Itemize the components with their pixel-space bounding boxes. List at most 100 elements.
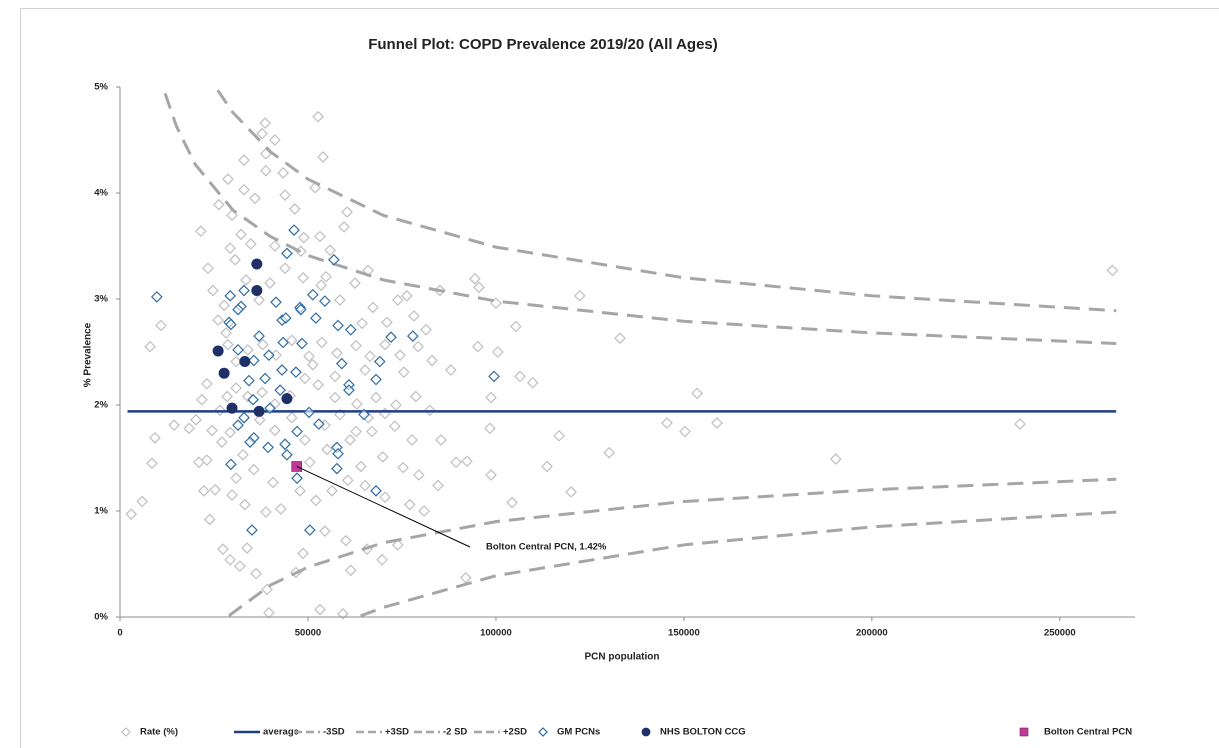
diamond-marker [168,419,180,431]
diamond-marker [350,339,362,352]
diamond-marker [200,377,213,390]
diamond-marker [356,317,368,330]
diamond-marker [224,289,236,302]
diamond-marker [121,727,131,737]
diamond-marker [376,451,389,463]
diamond-marker [366,425,378,438]
control-limit-line [216,89,1117,313]
diamond-marker [565,486,577,498]
diamond-marker [230,382,243,394]
diamond-marker [332,319,344,332]
diamond-marker [146,457,158,470]
diamond-marker [274,384,286,397]
diamond-marker [1106,264,1119,277]
diamond-marker [364,350,376,363]
diamond-marker [202,262,214,275]
diamond-marker [1014,418,1026,430]
diamond-marker [218,299,230,312]
diamond-marker [450,456,462,469]
diamond-marker [285,411,298,424]
diamond-marker [264,277,276,289]
diamond-marker [253,413,266,426]
x-tick-label: 100000 [480,628,512,639]
diamond-marker [331,347,343,359]
diamond-marker [243,374,255,387]
diamond-marker [256,127,268,140]
diamond-marker [232,344,244,356]
y-tick-label: 3% [94,294,108,305]
diamond-marker [316,336,328,349]
diamond-marker [288,203,301,215]
legend-label: Rate (%) [140,727,178,738]
diamond-marker [309,181,321,194]
legend-label: average [263,727,299,738]
diamond-marker [397,461,409,474]
diamond-marker [461,455,473,468]
diamond-marker [328,253,340,266]
diamond-marker [246,524,258,536]
diamond-marker [297,271,309,284]
diamond-marker [472,340,484,353]
diamond-marker [247,354,260,367]
diamond-marker [207,284,219,297]
diamond-marker [224,242,236,254]
y-tick-label: 2% [94,400,108,411]
diamond-marker [262,441,274,454]
diamond-marker [538,727,548,737]
y-axis-title: % Prevalence [83,322,94,387]
diamond-marker [332,447,344,460]
diamond-marker [261,583,273,596]
plot-area [125,89,1119,620]
chart-title: Funnel Plot: COPD Prevalence 2019/20 (Al… [368,36,718,53]
diamond-marker [291,425,303,438]
diamond-marker [370,485,382,497]
diamond-marker [294,485,306,497]
x-tick-label: 200000 [856,628,888,639]
diamond-marker [420,323,432,336]
diamond-marker [241,542,253,554]
diamond-marker [313,418,325,430]
square-marker [1019,727,1029,737]
diamond-marker [144,340,156,353]
diamond-marker [241,344,254,356]
legend-label: +3SD [385,727,409,738]
diamond-marker [394,349,406,362]
diamond-marker [341,474,354,487]
diamond-marker [344,434,356,446]
diamond-marker [249,192,261,205]
diamond-marker [296,337,308,350]
diamond-marker [259,372,271,385]
diamond-marker [344,323,357,336]
legend-label: -2 SD [443,727,467,738]
diamond-marker [326,485,338,497]
diamond-marker [370,391,382,404]
diamond-marker [359,479,371,492]
circle-marker [226,402,238,414]
diamond-marker [213,198,225,211]
diamond-marker [367,301,379,314]
diamond-marker [267,476,279,489]
diamond-marker [244,436,256,448]
diamond-marker [277,336,290,349]
circle-marker [212,345,224,357]
diamond-marker [324,244,336,257]
diamond-marker [341,206,353,218]
diamond-marker [358,408,370,421]
diamond-marker [277,167,290,179]
diamond-marker [288,224,300,236]
diamond-marker [212,314,224,327]
legend: Rate (%) average -3SD +3SD -2 SD +2SD GM PCNs N… [121,727,1132,738]
diamond-marker [679,425,691,438]
y-tick-label: 1% [94,506,108,517]
diamond-marker [412,340,424,353]
diamond-marker [256,386,268,399]
diamond-marker [418,505,430,517]
diamond-marker [230,355,243,368]
diamond-marker [281,448,293,461]
diamond-marker [224,553,236,566]
diamond-marker [263,349,275,362]
diamond-marker [275,503,287,515]
diamond-marker [340,534,352,547]
